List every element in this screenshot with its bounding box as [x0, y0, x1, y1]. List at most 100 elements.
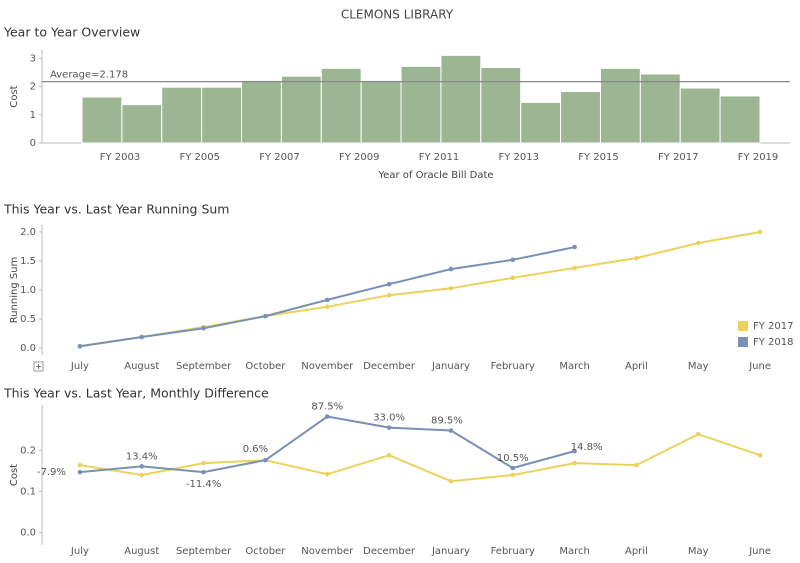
y-tick-label: 0.2: [20, 445, 36, 456]
bar: [599, 67, 641, 144]
y-axis-title: Running Sum: [9, 257, 20, 324]
series-line: [79, 246, 575, 348]
reference-label: Average=2.178: [50, 70, 128, 81]
series-point: [448, 266, 454, 272]
legend-label: FY 2018: [753, 337, 794, 348]
y-tick-label: 0.0: [20, 528, 36, 539]
y-tick-label: 2.0: [20, 227, 36, 238]
x-tick-label: September: [176, 361, 232, 372]
bar: [440, 54, 482, 144]
legend-swatch: [738, 337, 748, 347]
data-label: 33.0%: [373, 413, 405, 424]
series-point: [510, 465, 516, 471]
data-label: 87.5%: [311, 402, 343, 413]
x-tick-label: September: [176, 546, 232, 557]
x-tick-label: May: [688, 546, 709, 557]
y-tick-label: 1.0: [20, 285, 36, 296]
x-tick-label: December: [363, 546, 416, 557]
series-point: [572, 265, 577, 271]
bar: [639, 73, 681, 144]
x-tick-label: March: [559, 361, 589, 372]
series-point: [77, 343, 83, 349]
bar: [241, 79, 282, 144]
series-point: [695, 431, 701, 437]
series-point: [572, 448, 577, 454]
y-tick-label: 1.5: [20, 256, 36, 267]
x-tick-label: August: [124, 361, 159, 372]
series-point: [201, 460, 206, 466]
y-tick-label: 0.0: [20, 343, 36, 354]
legend-swatch: [738, 321, 748, 331]
x-tick-label: FY 2019: [738, 152, 779, 163]
x-tick-label: October: [245, 546, 286, 557]
data-label: 0.6%: [243, 444, 268, 455]
x-tick-label: FY 2007: [259, 152, 300, 163]
expand-button[interactable]: [33, 361, 44, 372]
x-tick-label: February: [491, 546, 535, 557]
bar: [121, 104, 163, 144]
series-point: [386, 292, 392, 298]
series-point: [386, 452, 392, 458]
series-point: [77, 469, 83, 475]
series-point: [139, 464, 145, 469]
x-tick-label: February: [491, 361, 535, 372]
y-tick-label: 0.1: [20, 486, 36, 497]
series-point: [634, 255, 639, 261]
x-tick-label: June: [748, 361, 771, 372]
series-point: [324, 414, 330, 419]
y-axis-title: Cost: [9, 85, 20, 107]
x-tick-label: January: [431, 361, 470, 372]
x-axis-title: Year of Oracle Bill Date: [377, 170, 493, 181]
x-tick-label: January: [431, 546, 470, 557]
series-point: [510, 257, 516, 263]
series-point: [572, 460, 577, 466]
bar: [280, 75, 322, 144]
x-tick-label: July: [70, 546, 89, 557]
series-point: [139, 472, 145, 478]
x-tick-label: August: [124, 546, 159, 557]
x-tick-label: May: [688, 361, 709, 372]
bar: [81, 96, 123, 144]
x-tick-label: April: [625, 361, 648, 372]
x-tick-label: FY 2005: [179, 152, 220, 163]
page-title: CLEMONS LIBRARY: [341, 8, 454, 22]
bar: [360, 79, 402, 144]
chart-title: Year to Year Overview: [3, 25, 140, 40]
data-label: 10.5%: [497, 453, 529, 464]
y-tick-label: 2: [30, 82, 36, 93]
series-point: [386, 281, 392, 287]
series-point: [324, 297, 330, 303]
series-point: [386, 425, 392, 430]
y-tick-label: 3: [30, 53, 36, 64]
legend-label: FY 2017: [753, 321, 794, 332]
x-tick-label: FY 2003: [100, 152, 141, 163]
data-label: 14.8%: [571, 442, 603, 453]
series-point: [510, 472, 516, 478]
data-label: 13.4%: [126, 451, 158, 462]
series-point: [77, 462, 83, 468]
y-tick-label: 1: [30, 110, 36, 121]
bar: [719, 95, 761, 144]
x-tick-label: June: [748, 546, 771, 557]
data-label: -7.9%: [37, 467, 66, 478]
data-label: 89.5%: [431, 416, 463, 427]
bar: [679, 87, 721, 144]
series-point: [263, 313, 268, 319]
series-point: [448, 428, 454, 433]
x-tick-label: FY 2013: [499, 152, 540, 163]
series-line: [79, 433, 761, 483]
data-label: -11.4%: [186, 479, 221, 490]
series-point: [695, 240, 701, 246]
series-point: [757, 229, 763, 235]
bar: [161, 86, 203, 144]
x-tick-label: December: [363, 361, 416, 372]
series-point: [634, 462, 639, 468]
y-tick-label: 0: [30, 138, 36, 149]
y-axis-title: Cost: [9, 464, 20, 486]
bar: [201, 86, 243, 144]
series-point: [324, 471, 330, 477]
x-tick-label: November: [301, 361, 354, 372]
series-point: [757, 452, 763, 458]
series-point: [201, 326, 206, 331]
bar: [320, 67, 362, 144]
